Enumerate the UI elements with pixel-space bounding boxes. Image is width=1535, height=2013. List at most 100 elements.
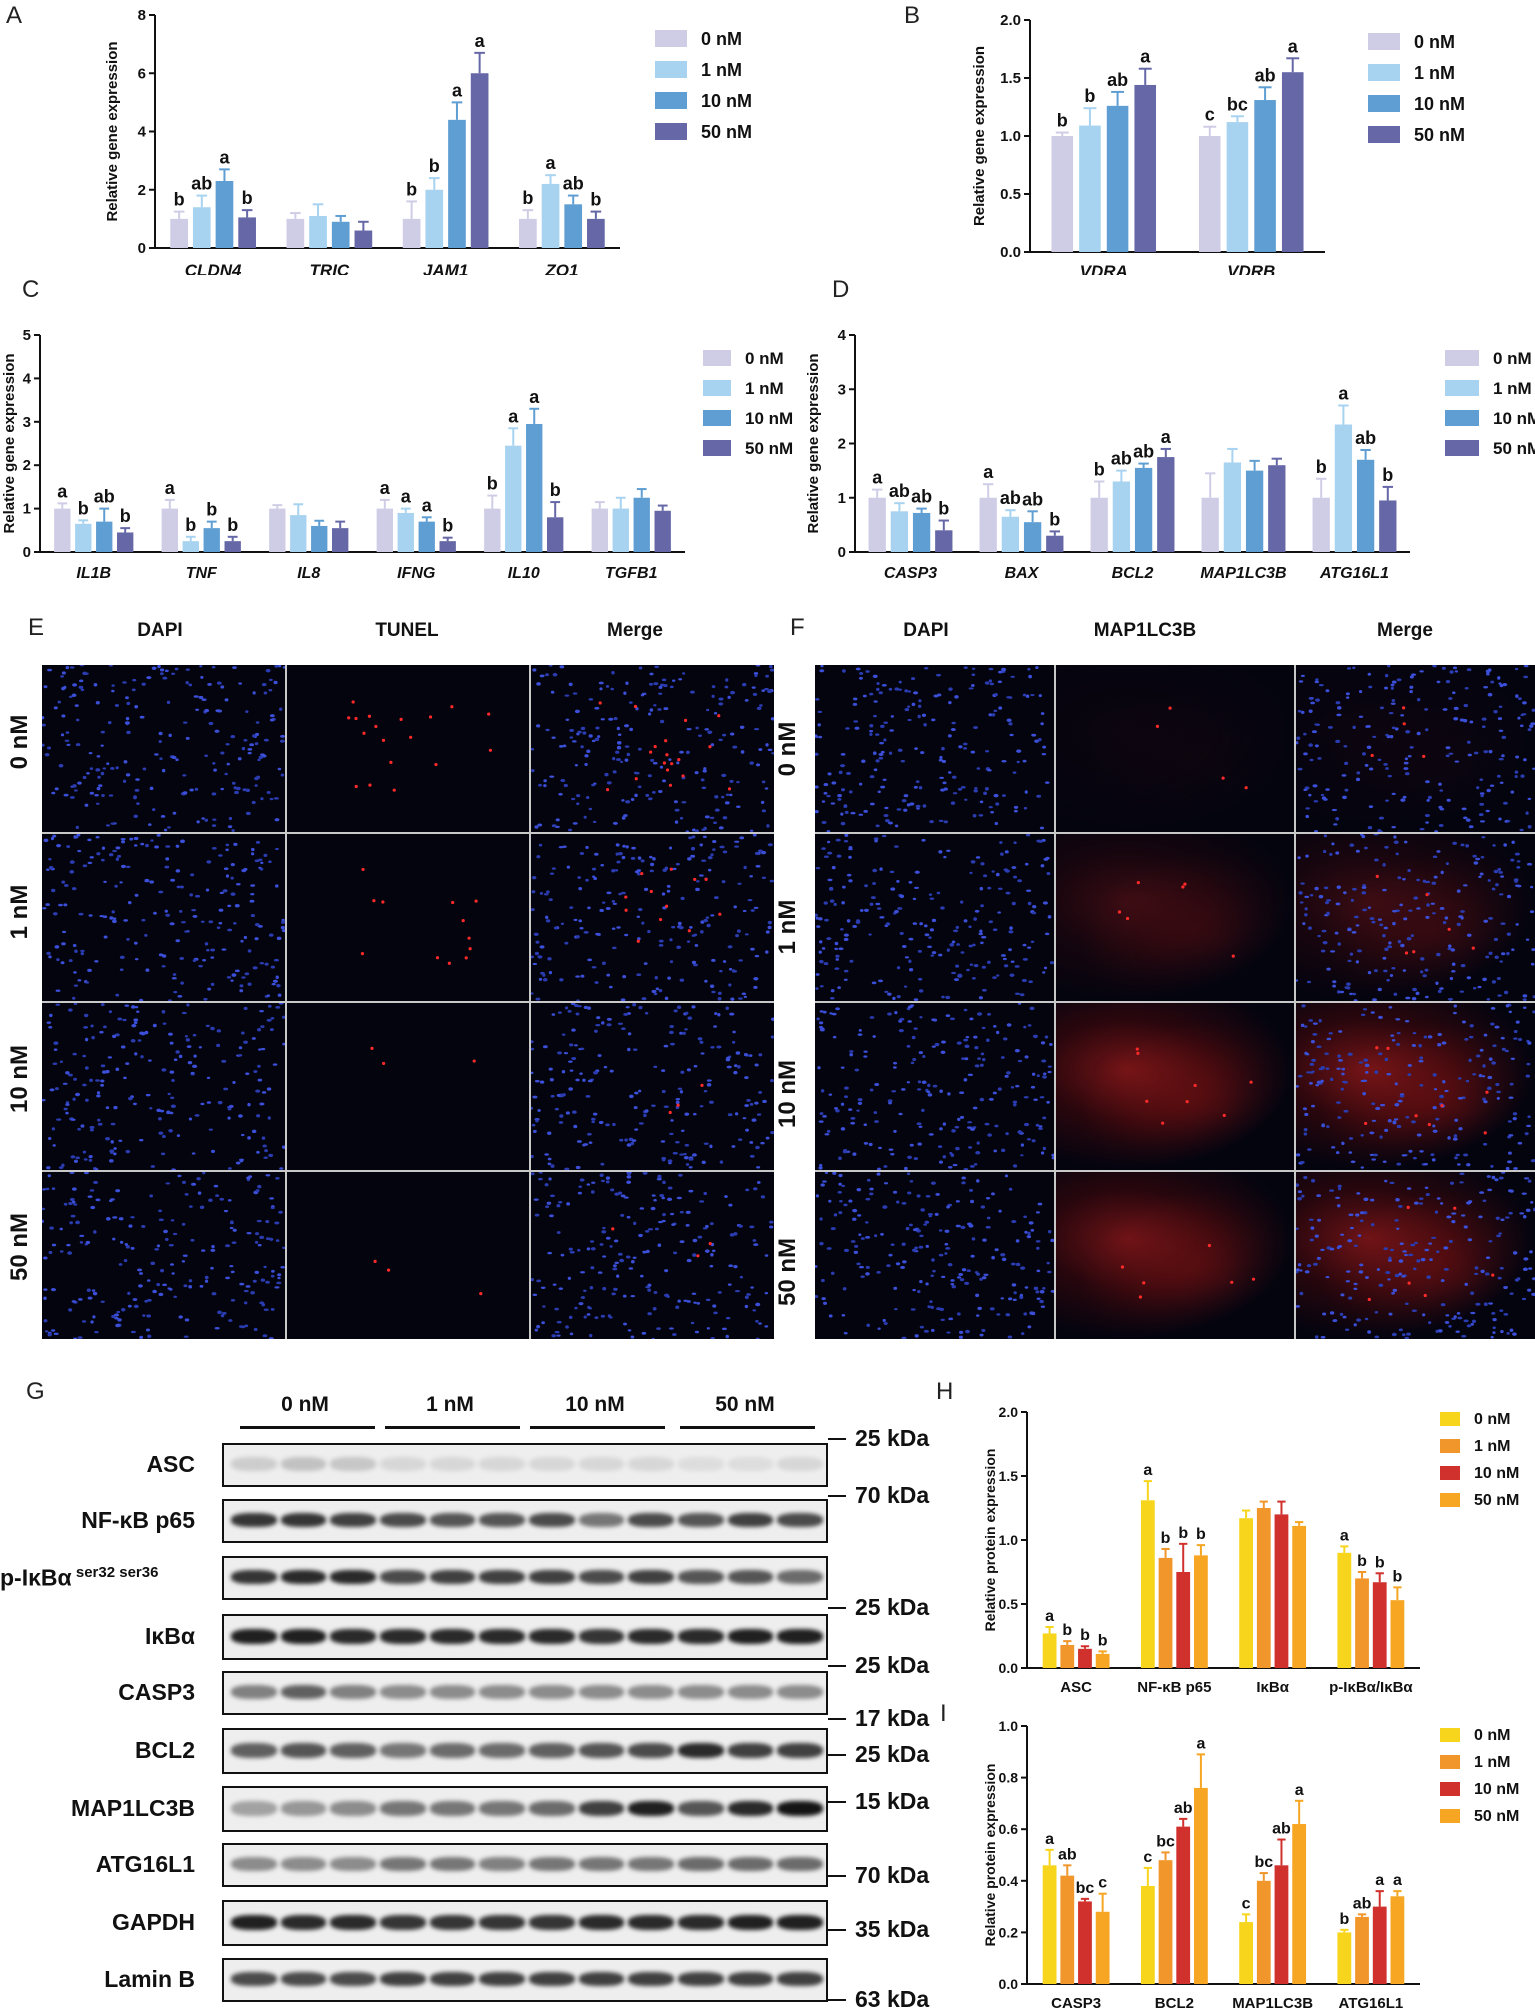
nucleus [1500,1329,1505,1334]
nucleus [1446,862,1450,866]
nucleus [999,841,1003,844]
nucleus [264,1149,269,1153]
nucleus [233,786,237,790]
nucleus [605,1123,611,1127]
nucleus [1441,1041,1447,1045]
nucleus [996,1030,1000,1035]
bar [890,511,909,552]
nucleus [115,1189,121,1193]
micro-grid-e [42,665,774,1339]
nucleus [744,1076,749,1080]
nucleus [1497,774,1502,778]
nucleus [549,665,553,667]
nucleus [181,1011,187,1015]
nucleus [1027,667,1031,671]
wb-band [777,1513,823,1528]
nucleus [549,1214,555,1218]
nucleus [195,708,200,711]
nucleus [1457,889,1461,893]
nucleus [1453,1315,1458,1319]
nucleus [892,1190,898,1194]
significance-letter: bc [1227,94,1248,114]
nucleus [1388,1259,1393,1262]
nucleus [853,1250,859,1255]
nucleus [1325,901,1330,905]
nucleus [1463,1319,1469,1323]
nucleus [820,1089,825,1093]
nucleus [134,704,139,709]
nucleus [1303,732,1307,736]
nucleus [962,747,968,750]
signal-dot [670,762,674,766]
nucleus [251,852,255,856]
nucleus [1000,1253,1006,1257]
nucleus [840,812,844,816]
nucleus [232,1081,236,1084]
nucleus [751,686,757,689]
y-tick-label: 8 [138,7,146,24]
nucleus [223,1087,229,1091]
nucleus [182,1180,186,1184]
significance-letter: b [206,500,217,520]
nucleus [170,1219,175,1222]
wb-kda-label: 25 kDa [855,1594,930,1620]
legend-label: 1 nM [1414,63,1455,83]
nucleus [908,959,912,964]
nucleus [1340,1087,1345,1091]
nucleus [621,799,625,802]
nucleus [912,1248,917,1252]
nucleus [237,757,242,761]
nucleus [841,1184,846,1188]
nucleus [274,884,279,888]
nucleus [1473,987,1477,990]
nucleus [977,1306,982,1311]
nucleus [1448,997,1454,1001]
wb-protein-label: MAP1LC3B [71,1795,195,1821]
nucleus [849,1050,854,1053]
nucleus [1020,1154,1024,1157]
signal-dot [598,701,603,705]
nucleus [1420,970,1424,974]
microscopy-nuclei [42,1003,285,1170]
nucleus [619,1258,625,1263]
nucleus [212,818,217,821]
nucleus [1491,1312,1496,1315]
bar [215,181,234,248]
nucleus [107,721,112,725]
nucleus [946,1205,950,1209]
nucleus [168,1244,174,1247]
wb-kda-label: 25 kDa [855,1652,930,1678]
nucleus [900,1088,906,1091]
nucleus [1311,1058,1317,1063]
nucleus [1037,1202,1043,1206]
nucleus [115,846,121,850]
nucleus [96,1091,101,1095]
nucleus [821,1297,826,1301]
nucleus [1396,678,1402,682]
signal-dot [1447,927,1452,931]
nucleus [247,1102,251,1107]
nucleus [1390,1248,1395,1252]
nucleus [893,1286,898,1290]
nucleus [718,991,723,995]
nucleus [1314,886,1320,891]
nucleus [1412,1044,1417,1048]
nucleus [725,1006,730,1011]
nucleus [583,815,588,819]
nucleus [997,680,1002,684]
nucleus [534,1328,539,1332]
nucleus [1010,1086,1015,1089]
y-tick-label: 0.5 [999,1596,1019,1612]
microscopy-nuclei [1120,1243,1255,1299]
nucleus [124,1004,130,1007]
nucleus [541,1286,546,1289]
nucleus [275,847,279,851]
nucleus [894,687,900,691]
nucleus [79,1240,84,1244]
nucleus [670,685,675,689]
nucleus [685,830,690,832]
significance-letter: c [1098,1875,1107,1892]
nucleus [729,793,733,797]
nucleus [868,933,872,936]
nucleus [743,865,748,870]
